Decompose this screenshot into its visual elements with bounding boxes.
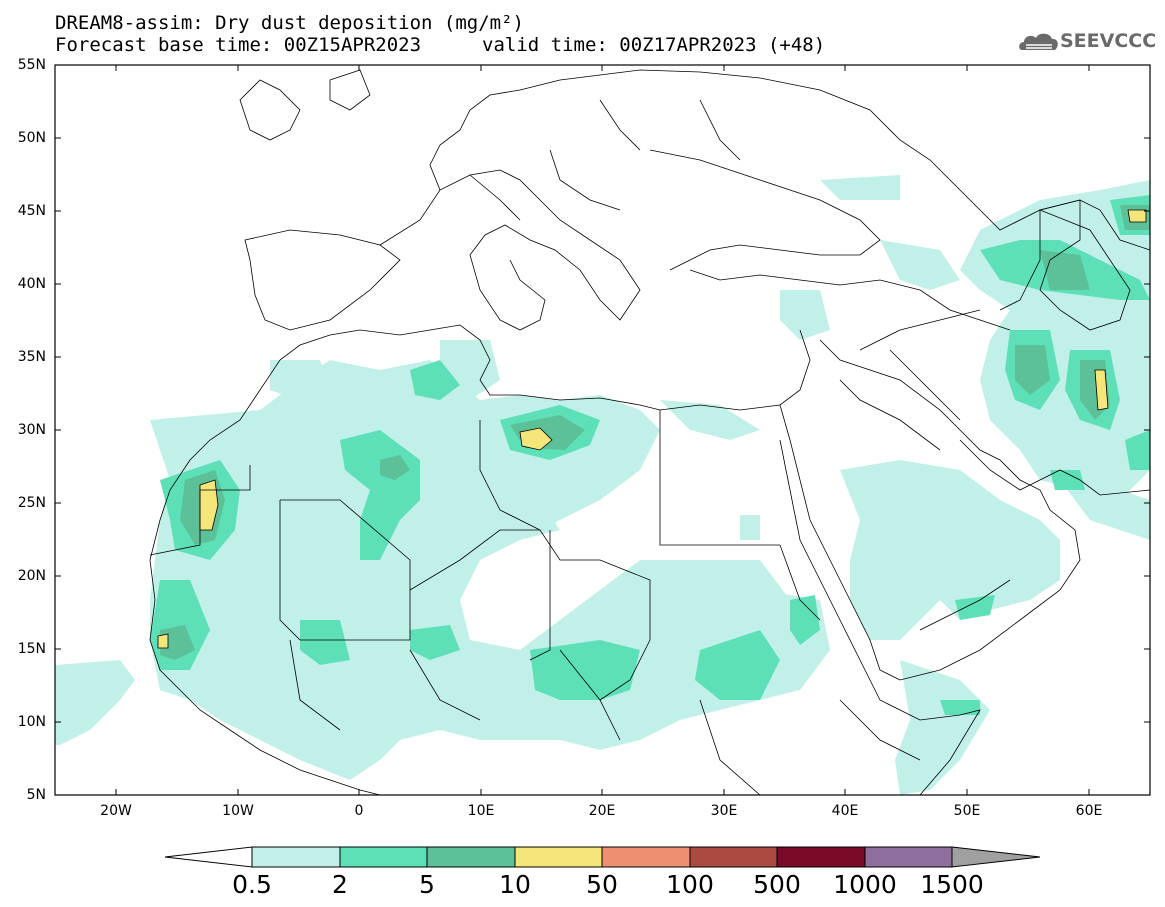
lat-label: 50N [17, 130, 46, 146]
lon-label: 10W [222, 803, 254, 819]
colorbar-bin-5 [601, 846, 691, 868]
valid-time: valid time: 00Z17APR2023 (+48) [482, 34, 826, 56]
colorbar-label: 10 [499, 870, 531, 899]
lon-label: 60E [1075, 803, 1103, 819]
colorbar-label: 5 [419, 870, 435, 899]
colorbar-bin-1 [251, 846, 341, 868]
logo-text: SEEVCCC [1060, 30, 1157, 52]
colorbar-bin-8 [864, 846, 953, 868]
lat-label: 55N [17, 57, 46, 73]
colorbar-label: 500 [753, 870, 801, 899]
colorbar-bin-4 [514, 846, 603, 868]
lon-label: 10E [467, 803, 495, 819]
colorbar [164, 846, 1041, 868]
colorbar-label: 50 [586, 870, 618, 899]
lon-label: 20W [100, 803, 132, 819]
colorbar-bin-7 [776, 846, 866, 868]
lat-label: 35N [17, 349, 46, 365]
forecast-base-time: Forecast base time: 00Z15APR2023 [55, 34, 422, 56]
lat-ticks [55, 64, 1150, 723]
lat-label: 45N [17, 203, 46, 219]
lon-label: 50E [953, 803, 981, 819]
lat-label: 25N [17, 495, 46, 511]
lat-label: 20N [17, 568, 46, 584]
colorbar-bin-2 [339, 846, 428, 868]
lon-label: 20E [588, 803, 616, 819]
coastlines [149, 69, 1150, 795]
lat-label: 40N [17, 276, 46, 292]
colorbar-label: 0.5 [232, 870, 272, 899]
lat-label: 30N [17, 422, 46, 438]
lon-label: 30E [710, 803, 738, 819]
map-title: DREAM8-assim: Dry dust deposition (mg/m²… [55, 12, 524, 34]
colorbar-bin-6 [689, 846, 778, 868]
colorbar-label: 100 [666, 870, 714, 899]
lat-label: 5N [26, 787, 46, 803]
colorbar-label: 1500 [920, 870, 984, 899]
cloud-logo-icon [1019, 33, 1058, 50]
colorbar-bin-3 [426, 846, 516, 868]
lat-label: 10N [17, 714, 46, 730]
lon-ticks [115, 65, 1090, 795]
lon-label: 40E [831, 803, 859, 819]
lat-label: 15N [17, 641, 46, 657]
colorbar-high-triangle [951, 846, 1041, 868]
lon-label: 0 [354, 803, 364, 819]
colorbar-label: 2 [332, 870, 348, 899]
colorbar-label: 1000 [833, 870, 897, 899]
colorbar-low-triangle [164, 846, 253, 868]
dust-deposition-field [55, 175, 1150, 795]
